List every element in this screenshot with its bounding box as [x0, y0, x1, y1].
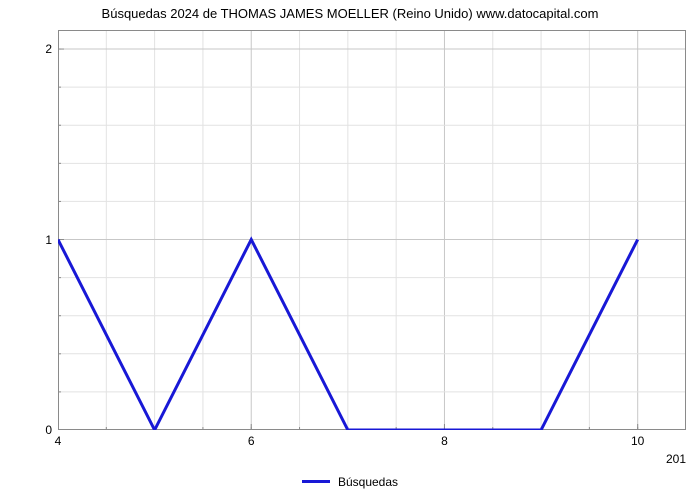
- x-axis-suffix: 201: [666, 452, 686, 466]
- chart-title: Búsquedas 2024 de THOMAS JAMES MOELLER (…: [0, 6, 700, 21]
- legend: Búsquedas: [0, 472, 700, 489]
- x-tick-label: 10: [631, 434, 644, 448]
- y-tick-label: 2: [45, 42, 52, 56]
- y-tick-label: 1: [45, 233, 52, 247]
- y-tick-label: 0: [45, 423, 52, 437]
- legend-label: Búsquedas: [338, 475, 398, 489]
- chart-svg: [58, 30, 686, 430]
- x-tick-label: 6: [248, 434, 255, 448]
- legend-swatch: [302, 480, 330, 483]
- y-axis-labels: 012: [0, 30, 58, 430]
- plot-area: [58, 30, 686, 430]
- x-axis-labels: 4 6 8 10: [58, 434, 686, 454]
- x-tick-label: 4: [55, 434, 62, 448]
- x-tick-label: 8: [441, 434, 448, 448]
